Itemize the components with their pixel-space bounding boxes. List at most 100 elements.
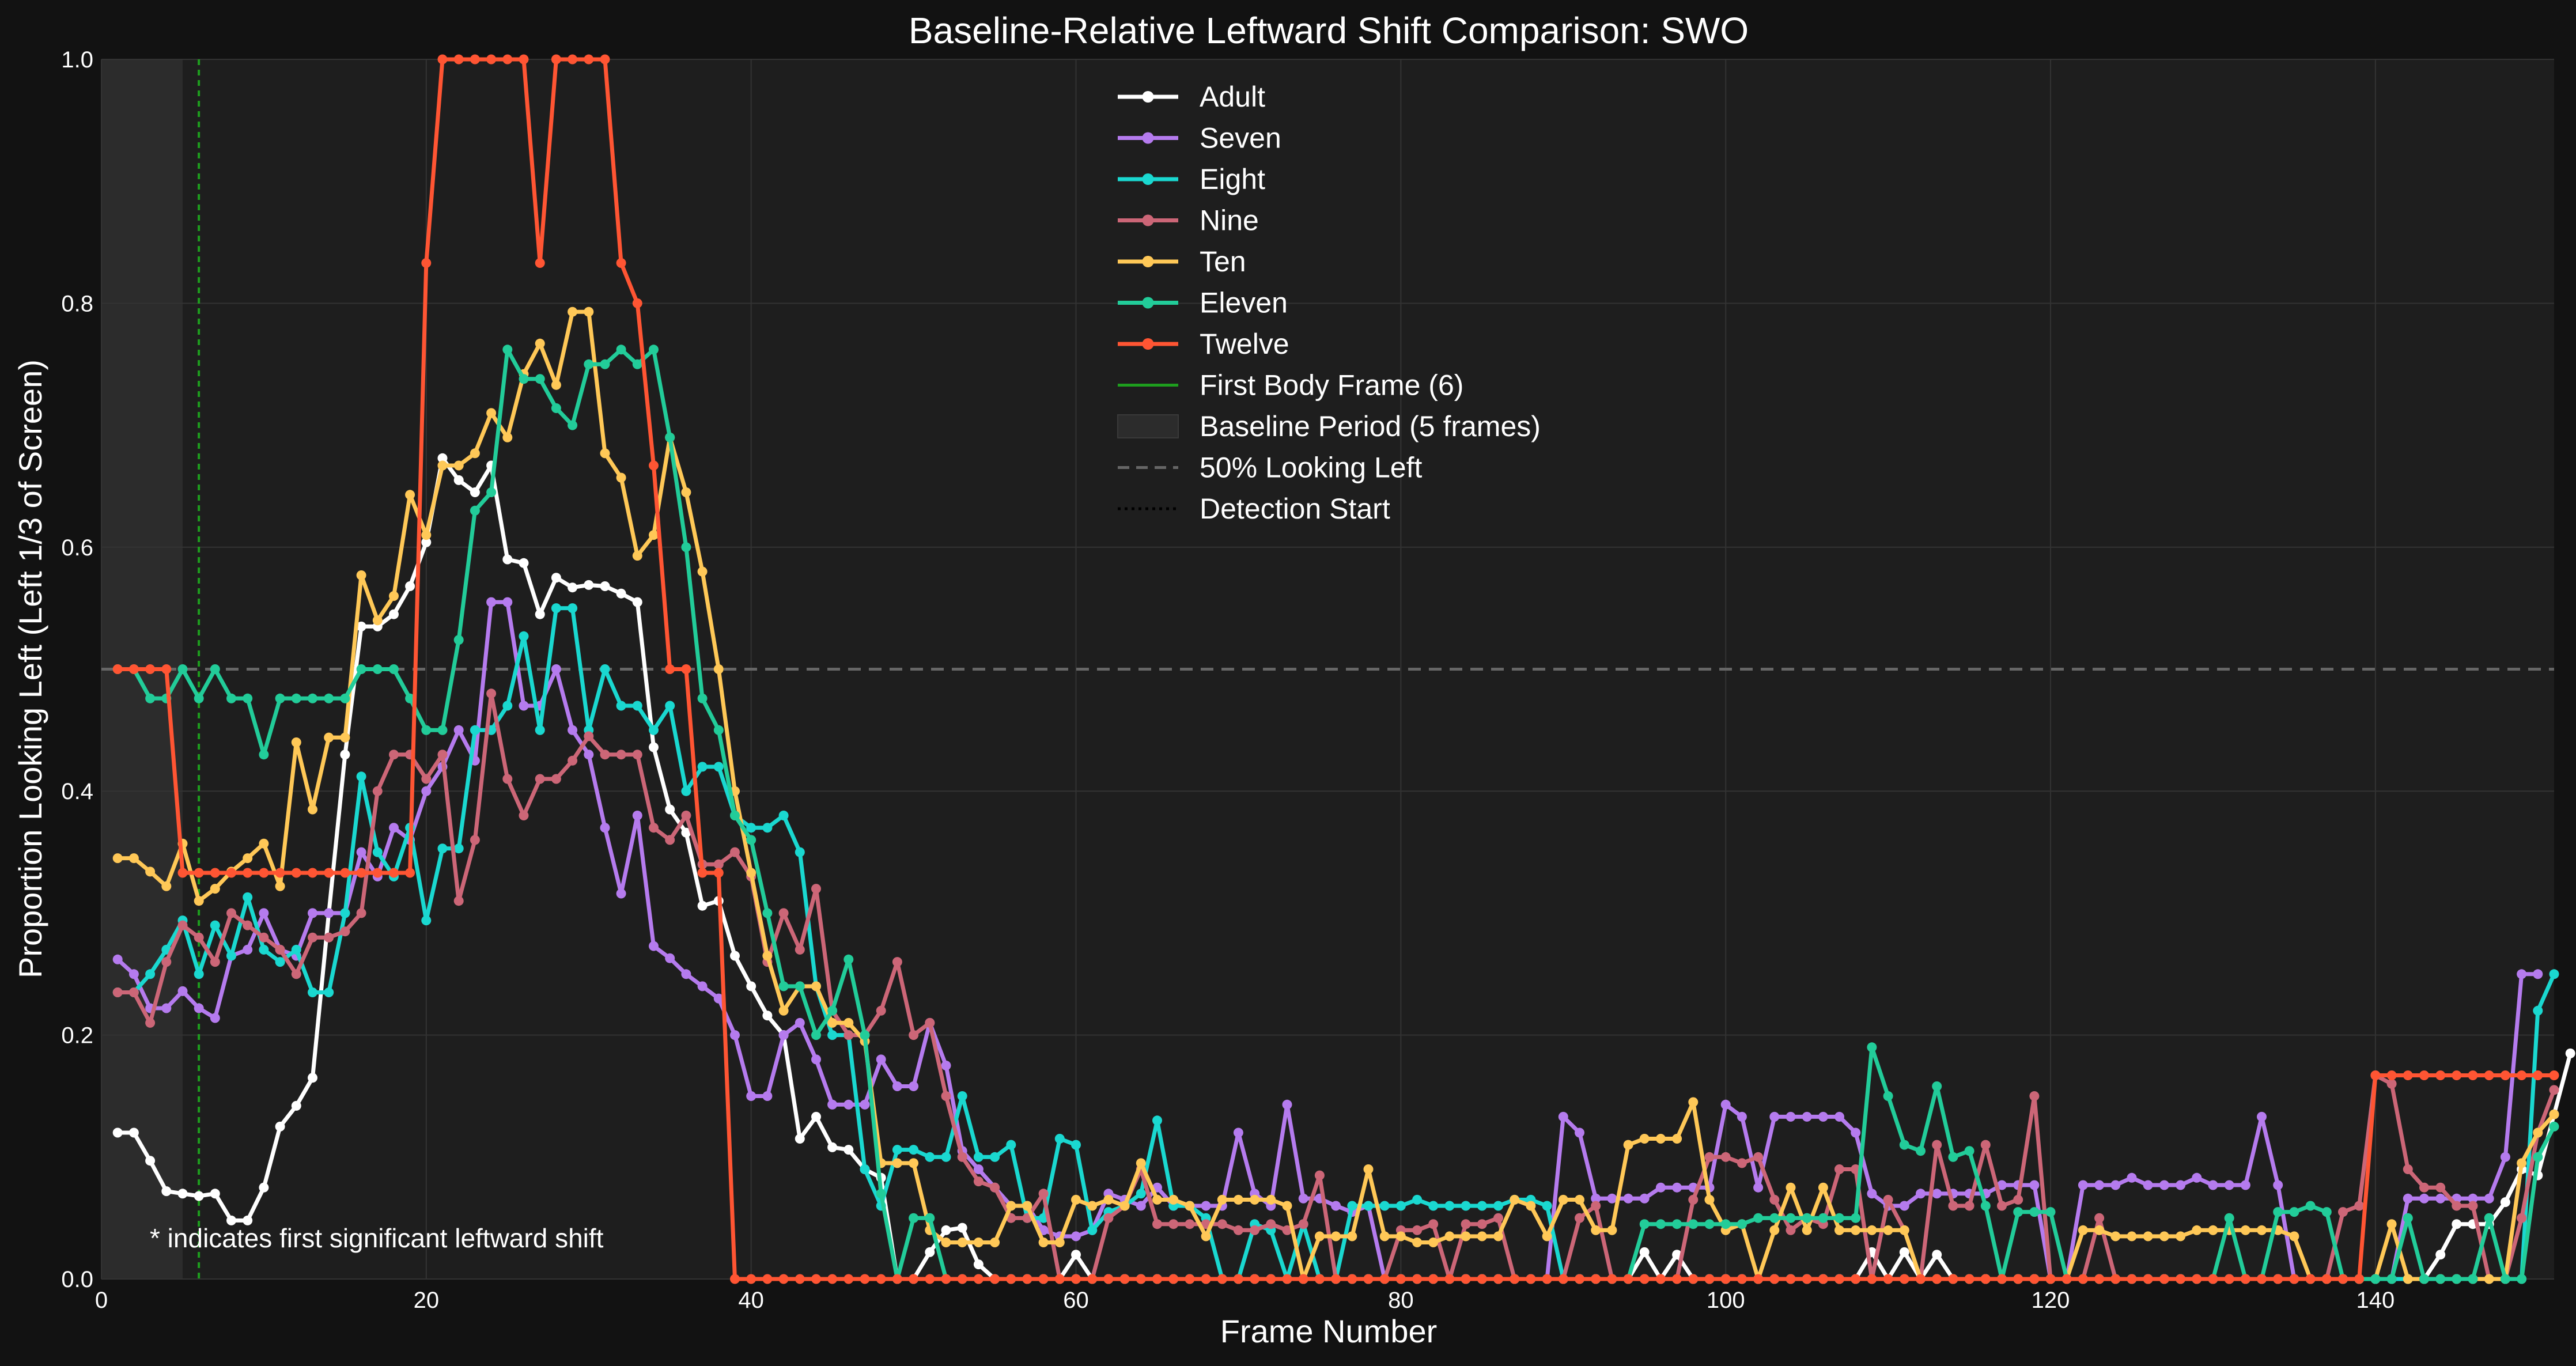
data-point <box>112 954 123 964</box>
data-point <box>1672 1182 1682 1193</box>
data-point <box>876 1274 886 1284</box>
data-point <box>746 823 756 833</box>
data-point <box>1769 1213 1780 1223</box>
data-point <box>1769 1111 1780 1122</box>
data-point <box>1136 1201 1146 1211</box>
data-point <box>1639 1134 1650 1144</box>
data-point <box>291 1100 301 1111</box>
data-point <box>2386 1219 2397 1229</box>
data-point <box>1461 1231 1471 1242</box>
data-point <box>827 1030 838 1040</box>
data-point <box>1282 1274 1292 1284</box>
data-point <box>128 969 139 979</box>
data-point <box>2078 1225 2088 1235</box>
data-point <box>161 664 172 674</box>
data-point <box>778 908 789 918</box>
data-point <box>713 993 724 1004</box>
data-point <box>811 1274 821 1284</box>
data-point <box>2013 1274 2023 1284</box>
data-point <box>226 908 236 918</box>
data-point <box>1639 1193 1650 1204</box>
legend-label: Detection Start <box>1200 493 1390 525</box>
data-point <box>1103 1274 1114 1284</box>
legend-label: Ten <box>1200 245 1246 278</box>
data-point <box>308 1073 317 1083</box>
data-point <box>421 530 432 540</box>
data-point <box>291 737 301 747</box>
data-point <box>1314 1274 1325 1284</box>
data-point <box>2305 1201 2316 1211</box>
data-point <box>2110 1231 2121 1242</box>
data-point <box>145 1017 156 1028</box>
data-point <box>681 811 691 820</box>
data-point <box>243 868 253 878</box>
legend-label: Nine <box>1200 205 1259 237</box>
legend-item-first-body-frame: First Body Frame (6) <box>1118 369 1463 402</box>
data-point <box>1444 1201 1455 1211</box>
data-point <box>600 54 610 65</box>
annotation-text: * indicates first significant leftward s… <box>150 1223 604 1253</box>
data-point <box>1980 1201 1991 1211</box>
data-point <box>1720 1219 1731 1229</box>
data-point <box>616 701 626 711</box>
data-point <box>437 460 448 471</box>
data-point <box>730 847 740 857</box>
data-point <box>324 908 334 918</box>
data-point <box>145 1156 156 1166</box>
data-point <box>568 755 578 766</box>
data-point <box>2517 1070 2527 1080</box>
data-point <box>2500 1197 2510 1208</box>
data-point <box>778 1030 789 1040</box>
data-point <box>259 838 269 849</box>
data-point <box>990 1238 1000 1247</box>
data-point <box>762 1091 773 1101</box>
data-point <box>275 957 285 967</box>
data-point <box>1510 1194 1520 1205</box>
data-point <box>649 725 659 735</box>
data-point <box>778 981 789 992</box>
data-point <box>470 835 480 845</box>
data-point <box>2500 1274 2510 1284</box>
data-point <box>1786 1182 1796 1193</box>
legend-item-eleven: Eleven <box>1118 287 1288 319</box>
data-point <box>1964 1201 1974 1211</box>
data-point <box>421 725 432 735</box>
data-point <box>486 408 497 418</box>
data-point <box>486 597 497 607</box>
data-point <box>243 1215 253 1225</box>
data-point <box>746 868 756 878</box>
data-point <box>275 868 285 878</box>
data-point <box>1997 1274 2007 1284</box>
data-point <box>1461 1201 1471 1211</box>
data-point <box>372 615 383 626</box>
data-point <box>1379 1201 1390 1211</box>
data-point <box>1071 1274 1081 1284</box>
legend-label: Baseline Period (5 frames) <box>1200 410 1541 442</box>
data-point <box>1493 1274 1503 1284</box>
data-point <box>1655 1182 1666 1193</box>
data-point <box>795 847 805 857</box>
data-point <box>909 1213 919 1223</box>
data-point <box>1217 1274 1227 1284</box>
data-point <box>1266 1194 1276 1205</box>
data-point <box>892 1158 902 1168</box>
data-point <box>356 570 366 580</box>
data-point <box>1331 1231 1341 1242</box>
data-point <box>1899 1201 1909 1211</box>
data-point <box>1655 1274 1666 1284</box>
data-point <box>340 926 350 937</box>
data-point <box>2484 1193 2494 1204</box>
data-point <box>2208 1225 2218 1235</box>
data-point <box>210 1189 220 1199</box>
data-point <box>616 888 626 899</box>
data-point <box>1834 1274 1844 1284</box>
data-point <box>437 54 448 65</box>
legend-label: Seven <box>1200 122 1281 154</box>
data-point <box>145 866 156 877</box>
data-point <box>486 688 497 699</box>
data-point <box>1591 1201 1601 1211</box>
data-point <box>1964 1146 1974 1156</box>
data-point <box>1152 1115 1162 1126</box>
data-point <box>2419 1193 2429 1204</box>
